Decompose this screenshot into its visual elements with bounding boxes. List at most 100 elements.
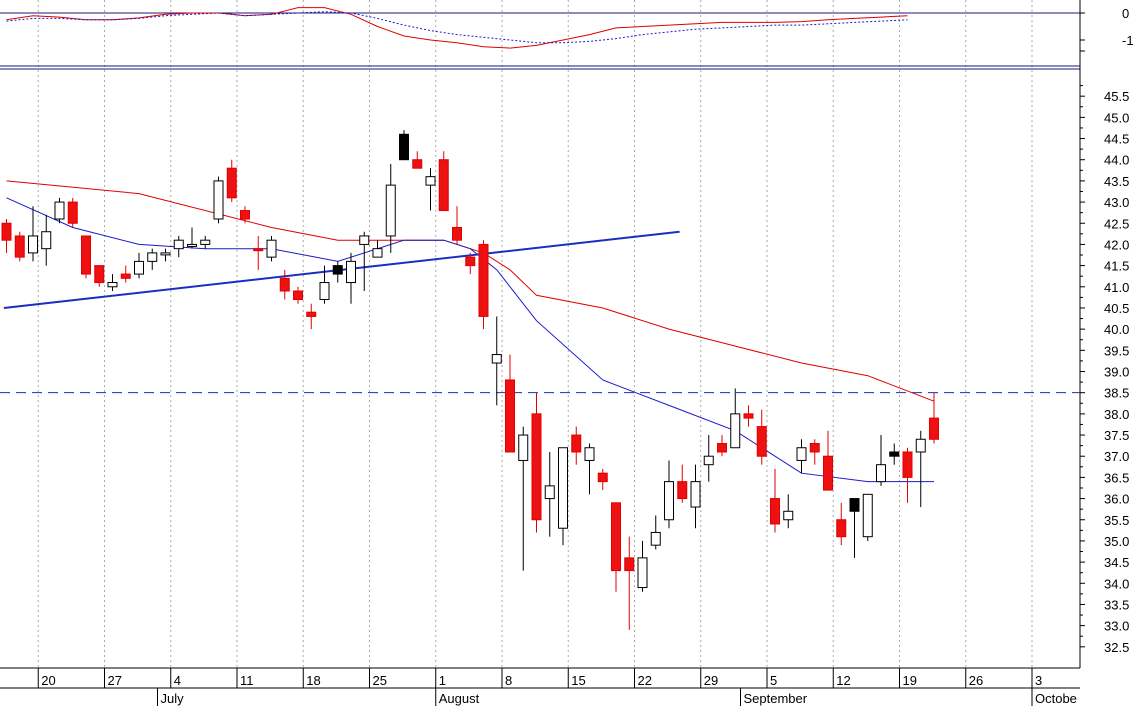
candle bbox=[107, 274, 118, 292]
price-panel bbox=[0, 130, 1080, 630]
candle bbox=[650, 515, 661, 550]
month-label: Octobe bbox=[1035, 691, 1077, 706]
candle-body bbox=[756, 426, 767, 457]
frame-layer bbox=[0, 0, 1081, 689]
moving-average-short bbox=[6, 197, 934, 483]
candle-body bbox=[783, 510, 794, 521]
candle bbox=[703, 435, 714, 482]
price-tick-label: 34.5 bbox=[1104, 555, 1129, 570]
candle-body bbox=[902, 451, 913, 478]
candle-body bbox=[28, 235, 38, 254]
date-tick-label: 11 bbox=[240, 673, 254, 688]
candle-body bbox=[452, 226, 462, 241]
candle bbox=[14, 231, 25, 262]
candle bbox=[385, 163, 396, 253]
candle bbox=[54, 197, 65, 224]
candle-body bbox=[425, 176, 436, 186]
candle bbox=[306, 303, 317, 330]
candle-body bbox=[412, 159, 423, 169]
candle-body bbox=[478, 243, 489, 317]
candle bbox=[240, 206, 250, 224]
candle bbox=[770, 468, 780, 533]
candle bbox=[425, 168, 436, 211]
candle-body bbox=[134, 260, 144, 275]
candle-body bbox=[41, 231, 52, 250]
price-tick-label: 33.0 bbox=[1104, 619, 1129, 634]
candle bbox=[253, 235, 264, 270]
candle-body bbox=[54, 201, 65, 220]
candle-body bbox=[81, 235, 91, 275]
candle-body bbox=[213, 180, 224, 220]
moving-average-long bbox=[6, 180, 935, 402]
candle bbox=[823, 430, 833, 491]
candle-body bbox=[226, 167, 237, 199]
price-tick-label: 45.0 bbox=[1104, 110, 1129, 125]
candle bbox=[597, 468, 608, 491]
candle bbox=[677, 464, 688, 503]
candle bbox=[293, 286, 303, 304]
candle-body bbox=[849, 498, 860, 512]
candle bbox=[28, 206, 38, 262]
candle bbox=[147, 248, 158, 270]
candle bbox=[849, 498, 860, 558]
candle-body bbox=[399, 133, 409, 161]
date-tick-label: 15 bbox=[571, 673, 585, 688]
candle-body bbox=[279, 277, 290, 292]
candle bbox=[929, 392, 939, 444]
candle bbox=[637, 540, 648, 592]
candle-body bbox=[319, 282, 330, 300]
candle bbox=[372, 240, 383, 258]
price-tick-label: 39.5 bbox=[1104, 343, 1129, 358]
date-tick-label: 8 bbox=[505, 673, 512, 688]
candle-body bbox=[147, 252, 158, 262]
candle-body bbox=[491, 354, 502, 364]
candle bbox=[796, 439, 807, 474]
candle-body bbox=[624, 557, 635, 572]
candle-body bbox=[717, 443, 727, 453]
candle-body bbox=[385, 184, 396, 237]
candle-body bbox=[200, 239, 211, 245]
price-tick-label: 40.5 bbox=[1104, 301, 1129, 316]
price-tick-label: 43.0 bbox=[1104, 195, 1129, 210]
candle-body bbox=[544, 485, 555, 500]
date-tick-label: 4 bbox=[174, 673, 181, 688]
candle bbox=[359, 231, 370, 292]
date-tick-label: 29 bbox=[704, 673, 718, 688]
candle bbox=[160, 248, 171, 262]
date-tick-label: 1 bbox=[439, 673, 446, 688]
candle bbox=[332, 261, 343, 283]
price-tick-label: 32.5 bbox=[1104, 640, 1129, 655]
candle bbox=[664, 460, 674, 529]
candle bbox=[809, 439, 820, 465]
candle-body bbox=[703, 455, 714, 466]
candle bbox=[531, 392, 542, 533]
price-tick-label: 41.5 bbox=[1104, 259, 1129, 274]
date-tick-label: 5 bbox=[770, 673, 777, 688]
date-tick-label: 3 bbox=[1035, 673, 1042, 688]
candle bbox=[67, 197, 78, 228]
candle bbox=[200, 235, 211, 249]
grid-layer bbox=[37, 0, 1033, 668]
price-tick-label: 39.0 bbox=[1104, 365, 1129, 380]
candle bbox=[187, 227, 197, 249]
candle-body bbox=[862, 493, 873, 538]
candle bbox=[279, 269, 290, 300]
candle bbox=[452, 206, 462, 245]
candle-body bbox=[346, 260, 356, 284]
price-tick-label: 44.0 bbox=[1104, 153, 1129, 168]
candle-body bbox=[730, 413, 741, 449]
candle-body bbox=[359, 235, 370, 245]
price-tick-label: 35.5 bbox=[1104, 513, 1129, 528]
candle-body bbox=[743, 413, 754, 419]
price-tick-label: 36.0 bbox=[1104, 492, 1129, 507]
candle bbox=[756, 409, 767, 465]
candle-body bbox=[571, 434, 582, 453]
candle-body bbox=[107, 282, 118, 288]
candle bbox=[478, 240, 489, 330]
price-tick-label: 37.5 bbox=[1104, 428, 1129, 443]
candle-body bbox=[677, 481, 688, 500]
candle bbox=[730, 388, 741, 449]
candle-body bbox=[293, 290, 303, 300]
date-tick-label: 22 bbox=[638, 673, 652, 688]
